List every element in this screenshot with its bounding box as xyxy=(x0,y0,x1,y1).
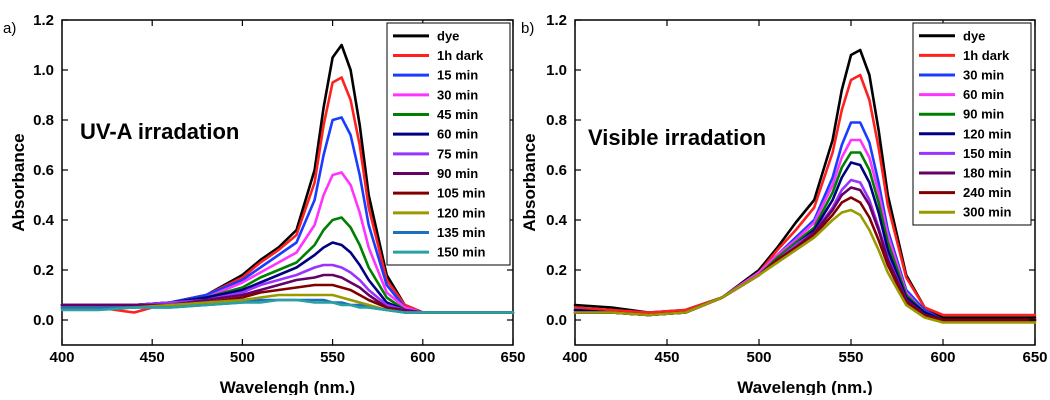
x-tick-label: 400 xyxy=(49,349,74,366)
y-tick-label: 0.6 xyxy=(33,162,54,179)
x-tick-label: 400 xyxy=(562,349,587,366)
y-tick-label: 0.4 xyxy=(33,212,55,229)
legend-label: 30 min xyxy=(963,68,1004,83)
y-tick-label: 0.2 xyxy=(33,262,54,279)
x-tick-label: 550 xyxy=(838,349,863,366)
legend-label: 30 min xyxy=(437,87,478,102)
chart-panel-a: 400 450 500 550 600 650 0.0 0.2 0.4 0.6 0.8 1.0 1.2 W… xyxy=(3,12,526,397)
legend-label: 75 min xyxy=(437,146,478,161)
legend-label: 1h dark xyxy=(963,48,1010,63)
panel-label: b) xyxy=(521,20,534,37)
legend-label: 240 min xyxy=(963,185,1011,200)
y-tick-label: 0.8 xyxy=(546,112,567,129)
y-tick-label: 0.8 xyxy=(33,112,54,129)
legend-label: 15 min xyxy=(437,68,478,83)
x-tick-label: 450 xyxy=(654,349,679,366)
y-tick-label: 1.2 xyxy=(546,12,567,29)
series-line-150-min xyxy=(60,298,515,314)
legend-label: dye xyxy=(437,28,459,43)
y-tick-label: 1.0 xyxy=(33,62,54,79)
x-tick-label: 650 xyxy=(1022,349,1047,366)
x-tick-label: 550 xyxy=(320,349,345,366)
legend-label: 150 min xyxy=(963,146,1011,161)
y-tick-label: 0.0 xyxy=(546,312,567,329)
y-tick-label: 0.4 xyxy=(546,212,568,229)
y-tick-label: 0.0 xyxy=(33,312,54,329)
legend: dye 1h dark 30 min 60 min 90 min 120 min 150 m… xyxy=(912,22,1032,226)
y-tick-label: 1.2 xyxy=(33,12,54,29)
legend-label: 90 min xyxy=(963,107,1004,122)
x-tick-label: 500 xyxy=(230,349,255,366)
y-tick-label: 0.2 xyxy=(546,262,567,279)
legend-label: 120 min xyxy=(963,126,1011,141)
y-axis-title: Absorbance xyxy=(9,133,28,231)
legend-label: 60 min xyxy=(963,87,1004,102)
panel-label: a) xyxy=(3,20,16,37)
legend-label: 105 min xyxy=(437,186,485,201)
y-axis-title: Absorbance xyxy=(520,133,539,231)
x-axis-title: Wavelengh (nm.) xyxy=(220,378,355,395)
series-line-1h-dark xyxy=(573,73,1037,317)
series-line-300-min xyxy=(573,208,1037,324)
x-tick-label: 650 xyxy=(500,349,525,366)
legend-box xyxy=(386,22,511,266)
legend-label: 300 min xyxy=(963,205,1011,220)
plot-frame xyxy=(61,19,514,346)
x-tick-label: 600 xyxy=(930,349,955,366)
x-tick-label: 500 xyxy=(746,349,771,366)
legend-label: 90 min xyxy=(437,166,478,181)
legend-label: 60 min xyxy=(437,127,478,142)
legend-label: 150 min xyxy=(437,245,485,260)
legend: dye 1h dark 15 min 30 min 45 min 60 min 75 min… xyxy=(386,22,511,266)
chart-annotation: UV-A irradation xyxy=(80,119,239,144)
chart-panel-b: 400 450 500 550 600 650 0.0 0.2 0.4 0.6 0.8 1.0 1.2 W… xyxy=(520,12,1048,397)
x-tick-label: 450 xyxy=(140,349,165,366)
legend-label: dye xyxy=(963,28,985,43)
y-tick-label: 0.6 xyxy=(546,162,567,179)
legend-label: 120 min xyxy=(437,205,485,220)
legend-label: 1h dark xyxy=(437,48,484,63)
chart-annotation: Visible irradation xyxy=(588,125,766,150)
x-axis-title: Wavelengh (nm.) xyxy=(737,378,872,395)
legend-label: 135 min xyxy=(437,225,485,240)
legend-label: 180 min xyxy=(963,166,1011,181)
legend-label: 45 min xyxy=(437,107,478,122)
plot-frame xyxy=(574,19,1036,346)
y-tick-label: 1.0 xyxy=(546,62,567,79)
x-tick-label: 600 xyxy=(410,349,435,366)
